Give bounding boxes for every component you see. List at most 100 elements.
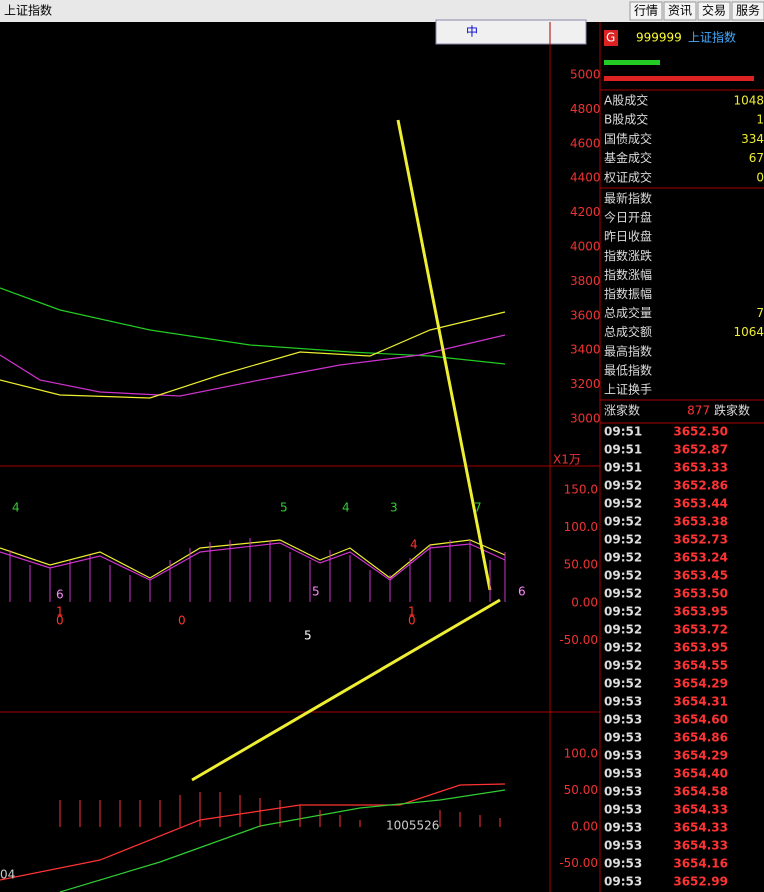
tick-time: 09:53 bbox=[604, 731, 642, 745]
axis-label: -50.00 bbox=[559, 856, 598, 870]
axis-label: 50.00 bbox=[564, 783, 598, 797]
tick-time: 09:52 bbox=[604, 551, 642, 565]
header-button-label: 服务 bbox=[736, 3, 760, 18]
tick-time: 09:52 bbox=[604, 479, 642, 493]
stat-label: 今日开盘 bbox=[604, 210, 652, 225]
field-label: A股成交 bbox=[604, 93, 648, 108]
tick-price: 3654.33 bbox=[673, 839, 728, 853]
axis-label: 3000 bbox=[570, 412, 601, 426]
tick-price: 3654.86 bbox=[673, 731, 728, 745]
tick-price: 3653.44 bbox=[673, 497, 728, 511]
badge: G bbox=[606, 31, 615, 45]
frame bbox=[0, 22, 764, 892]
tick-price: 3653.50 bbox=[673, 587, 728, 601]
tick-price: 3652.86 bbox=[673, 479, 728, 493]
axis-label: 4000 bbox=[570, 240, 601, 254]
field-value: 1 bbox=[756, 113, 764, 127]
tick-time: 09:52 bbox=[604, 605, 642, 619]
kdj-marker: 5 bbox=[304, 629, 312, 643]
bar bbox=[604, 60, 660, 65]
stat-label: 昨日收盘 bbox=[604, 229, 652, 244]
tick-price: 3654.29 bbox=[673, 677, 728, 691]
toolbar-item[interactable]: 中 bbox=[466, 24, 478, 39]
header-button-label: 行情 bbox=[634, 4, 658, 18]
tick-time: 09:51 bbox=[604, 461, 642, 475]
header-button[interactable] bbox=[697, 1, 731, 21]
field-value: 334 bbox=[741, 132, 764, 146]
tick-price: 3653.95 bbox=[673, 641, 728, 655]
stat-label: 指数振幅 bbox=[604, 286, 652, 301]
tick-time: 09:53 bbox=[604, 803, 642, 817]
header-button[interactable] bbox=[629, 1, 663, 21]
stat-label: 最新指数 bbox=[604, 191, 652, 206]
tick-time: 09:53 bbox=[604, 875, 642, 889]
header-button[interactable] bbox=[663, 1, 697, 21]
kdj-marker: 1 bbox=[56, 605, 64, 619]
tick-time: 09:53 bbox=[604, 785, 642, 799]
field-value: 67 bbox=[749, 151, 764, 165]
tick-price: 3654.33 bbox=[673, 821, 728, 835]
axis-label: 3200 bbox=[570, 377, 601, 391]
tick-price: 3652.50 bbox=[673, 425, 728, 439]
axis-label: 150.0 bbox=[564, 483, 598, 497]
tick-price: 3652.99 bbox=[673, 875, 728, 889]
stat-label: 上证换手 bbox=[604, 383, 652, 397]
field-value: 0 bbox=[756, 170, 764, 184]
tick-price: 3653.33 bbox=[673, 461, 728, 475]
tick-price: 3654.40 bbox=[673, 767, 728, 781]
tick-time: 09:52 bbox=[604, 677, 642, 691]
tick-time: 09:53 bbox=[604, 839, 642, 853]
header-button[interactable] bbox=[731, 1, 764, 21]
field-label: 权证成交 bbox=[604, 169, 652, 184]
stat-label: 最低指数 bbox=[604, 362, 652, 377]
axis-label: 100.0 bbox=[564, 747, 598, 761]
bar bbox=[604, 76, 754, 81]
axis-label: 3400 bbox=[570, 343, 601, 357]
axis-label: 4400 bbox=[570, 171, 601, 185]
kdj-marker: 0 bbox=[178, 614, 186, 628]
kdj-marker: 4 bbox=[342, 501, 350, 515]
breadth-label: 涨家数 bbox=[604, 403, 640, 418]
kdj-marker: 6 bbox=[56, 588, 64, 602]
tick-price: 3653.95 bbox=[673, 605, 728, 619]
axis-label: 0.00 bbox=[571, 595, 598, 609]
field-label: 基金成交 bbox=[604, 150, 652, 165]
tick-time: 09:53 bbox=[604, 713, 642, 727]
tick-price: 3654.29 bbox=[673, 749, 728, 763]
tick-price: 3653.24 bbox=[673, 551, 728, 565]
axis-label: 0.00 bbox=[571, 820, 598, 834]
stat-label: 总成交额 bbox=[604, 324, 652, 339]
tick-price: 3654.58 bbox=[673, 785, 728, 799]
tick-time: 09:52 bbox=[604, 641, 642, 655]
tick-time: 09:52 bbox=[604, 623, 642, 637]
axis-label: 50.00 bbox=[564, 558, 598, 572]
tick-price: 3654.55 bbox=[673, 659, 728, 673]
kdj-marker: 4 bbox=[12, 501, 20, 515]
macd-label: 1005526 bbox=[386, 819, 439, 833]
kdj-marker: 4 bbox=[410, 538, 418, 552]
kdj-marker: 0 bbox=[408, 614, 416, 628]
tick-price: 3654.33 bbox=[673, 803, 728, 817]
stat-label: 总成交量 bbox=[604, 305, 652, 320]
tick-time: 09:51 bbox=[604, 443, 642, 457]
title-bar bbox=[0, 0, 764, 22]
tick-price: 3653.72 bbox=[673, 623, 728, 637]
axis-label: -50.00 bbox=[559, 633, 598, 647]
quote-name: 上证指数 bbox=[688, 30, 736, 45]
tick-time: 09:53 bbox=[604, 695, 642, 709]
tick-price: 3653.45 bbox=[673, 569, 728, 583]
tick-price: 3652.73 bbox=[673, 533, 728, 547]
kdj-marker: 3 bbox=[390, 501, 398, 515]
stat-label: 指数涨幅 bbox=[604, 267, 652, 282]
field-label: 国债成交 bbox=[604, 131, 652, 146]
axis-label: 3600 bbox=[570, 308, 601, 322]
tick-time: 09:53 bbox=[604, 857, 642, 871]
tick-time: 09:52 bbox=[604, 497, 642, 511]
badge-bg bbox=[604, 30, 618, 46]
tick-time: 09:52 bbox=[604, 587, 642, 601]
tick-price: 3653.38 bbox=[673, 515, 728, 529]
axis-label: 5000 bbox=[570, 68, 601, 82]
indicator-lines bbox=[0, 119, 506, 892]
breadth-label: 跌家数 bbox=[714, 403, 750, 418]
